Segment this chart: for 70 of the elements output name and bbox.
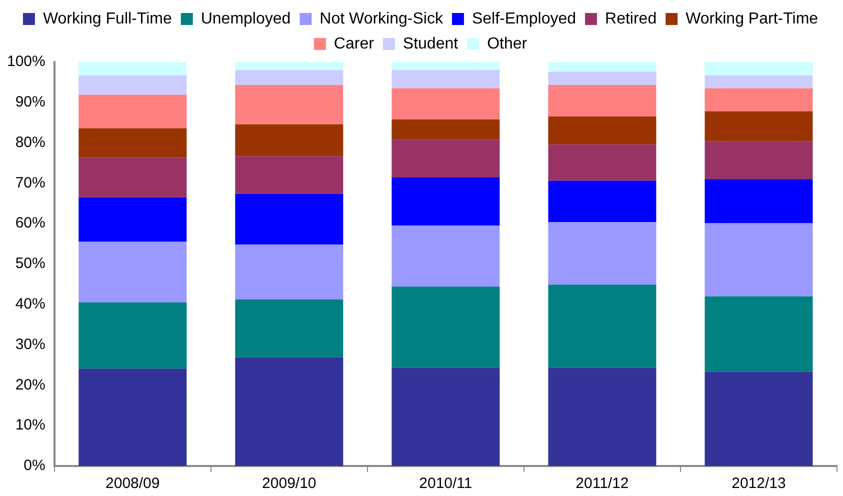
legend-label: Student	[402, 35, 459, 52]
bar	[235, 300, 344, 358]
y-tick-label: 20%	[15, 376, 46, 394]
bar	[78, 302, 187, 369]
legend-label: Carer	[334, 35, 375, 52]
y-tick-label: 60%	[15, 214, 46, 232]
legend-label: Unemployed	[200, 10, 291, 28]
bar	[548, 368, 656, 466]
bar	[78, 128, 187, 158]
bar	[548, 284, 656, 368]
x-tick-label: 2010/11	[419, 475, 472, 492]
bar	[704, 75, 813, 88]
bar	[235, 62, 344, 70]
bar	[704, 372, 813, 466]
bar	[235, 156, 344, 194]
y-tick-label: 10%	[15, 416, 46, 434]
bar	[392, 226, 500, 287]
bar	[704, 62, 813, 76]
bar	[704, 88, 813, 112]
bar	[704, 111, 813, 142]
bar	[704, 296, 813, 372]
legend-label: Other	[487, 35, 528, 52]
bar	[548, 116, 656, 144]
bar	[235, 85, 344, 124]
bar	[392, 140, 500, 178]
bar	[392, 368, 500, 466]
bar	[78, 197, 187, 242]
y-tick-label: 80%	[15, 134, 46, 151]
bar	[704, 179, 813, 224]
y-tick-label: 30%	[15, 336, 46, 353]
bar	[392, 70, 500, 88]
bar	[392, 119, 500, 140]
bar	[392, 178, 500, 226]
bar	[78, 75, 187, 95]
bar	[548, 62, 656, 72]
bar	[548, 85, 656, 117]
bar	[78, 368, 187, 466]
y-tick-label: 70%	[15, 174, 46, 192]
bar	[235, 70, 344, 86]
bar	[704, 223, 813, 296]
bar	[78, 94, 187, 128]
y-tick-label: 40%	[15, 296, 46, 313]
legend-label: Working Part-Time	[686, 10, 818, 28]
x-tick-label: 2011/12	[576, 475, 629, 492]
bar	[548, 222, 656, 285]
bar	[235, 194, 344, 245]
bar	[548, 180, 656, 222]
x-tick-label: 2009/10	[262, 475, 316, 492]
y-tick-label: 100%	[6, 53, 46, 70]
legend-label: Retired	[605, 10, 657, 28]
legend-label: Working Full-Time	[42, 10, 172, 28]
bar	[548, 72, 656, 86]
y-tick-label: 90%	[15, 94, 46, 111]
legend-label: Not Working-Sick	[320, 10, 444, 28]
x-tick-label: 2008/09	[106, 475, 160, 492]
bar	[235, 244, 344, 300]
bar	[235, 124, 344, 156]
bar	[392, 62, 500, 70]
bar	[704, 141, 813, 180]
y-tick-label: 0%	[24, 457, 46, 474]
bar	[392, 286, 500, 368]
bar	[235, 357, 344, 466]
bar	[78, 242, 187, 302]
bar	[548, 144, 656, 181]
x-tick-label: 2012/13	[732, 475, 786, 492]
y-tick-label: 50%	[15, 255, 46, 272]
bar	[78, 62, 187, 76]
bar	[392, 88, 500, 120]
legend-label: Self-Employed	[472, 10, 576, 28]
bar	[78, 158, 187, 198]
